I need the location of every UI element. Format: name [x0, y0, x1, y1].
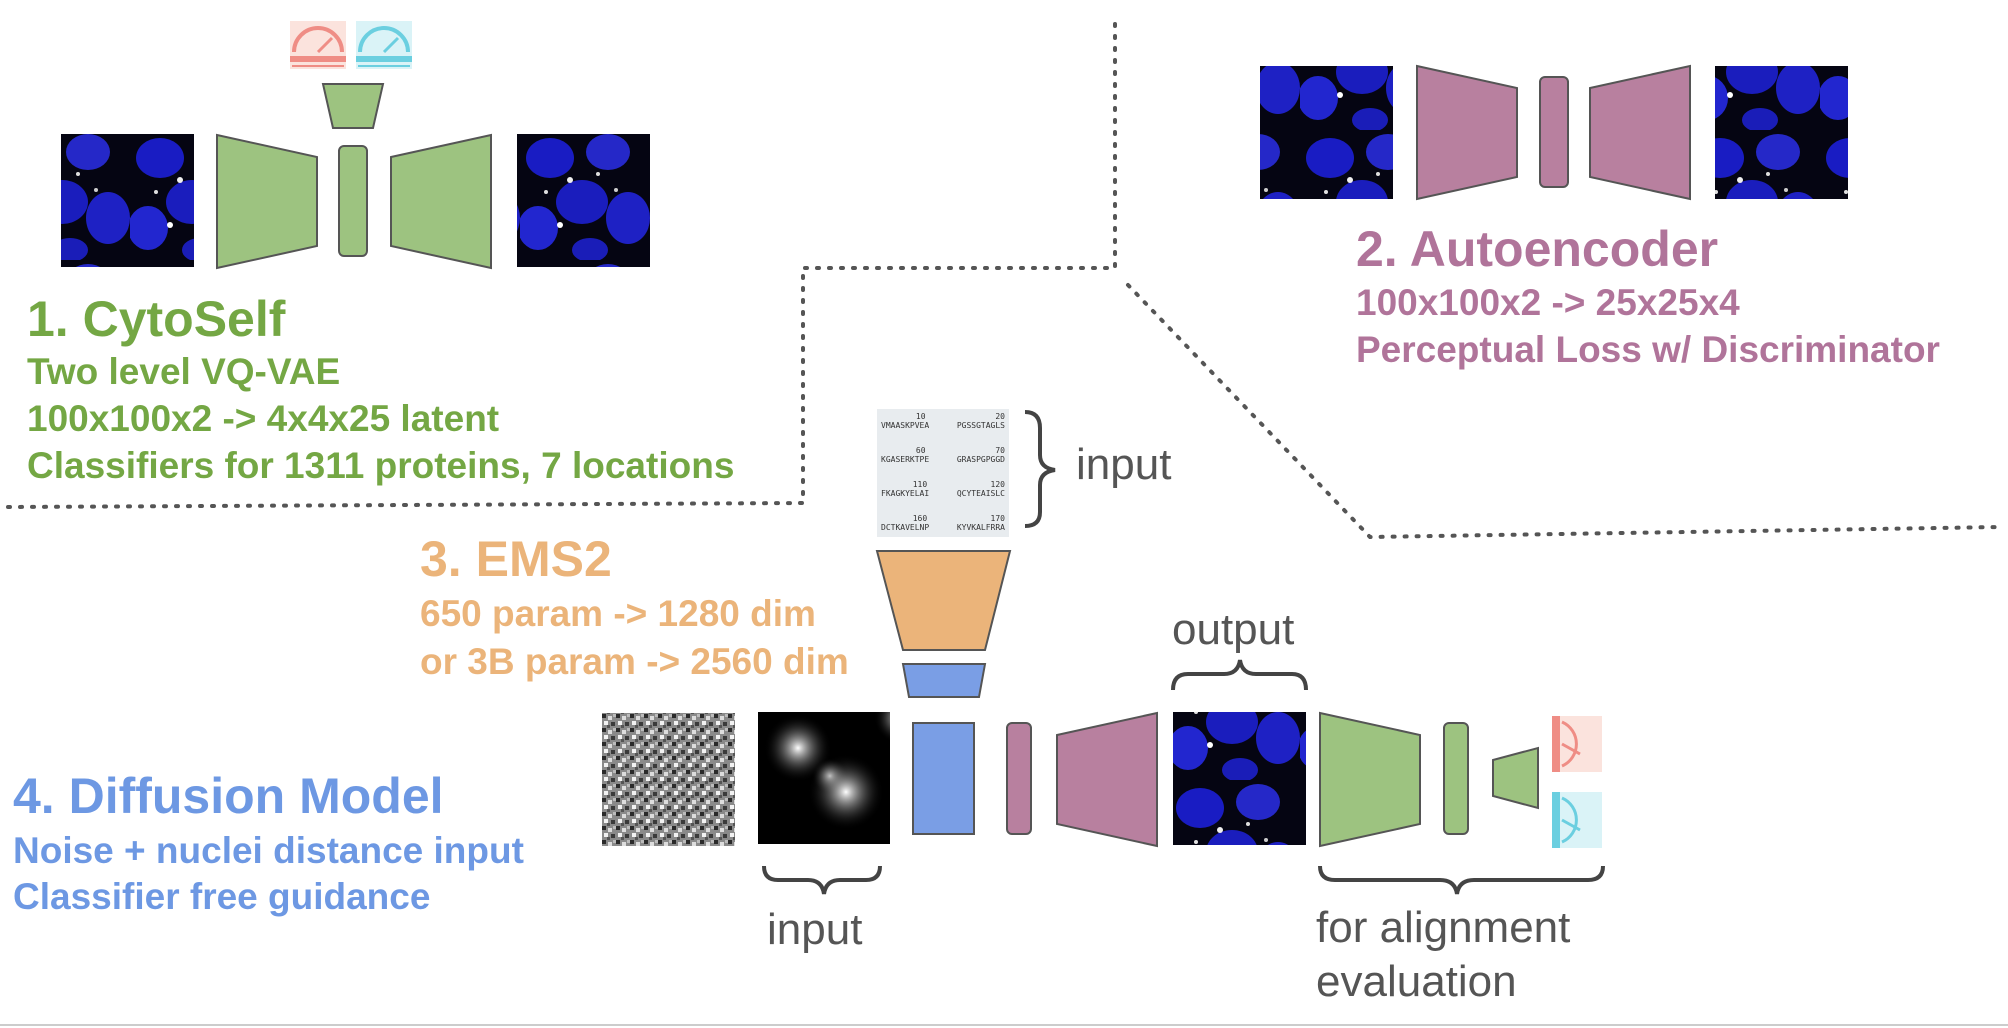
diffusion-line-2: Classifier free guidance	[13, 876, 431, 917]
seq-index: 60	[915, 446, 926, 455]
divider-right	[1126, 283, 2002, 540]
nuclei-distance-image	[758, 712, 890, 844]
diffusion-input-brace	[762, 865, 882, 895]
seq-chunk: VMAASKPVEA	[881, 421, 930, 430]
seq-index: 160	[912, 514, 928, 523]
protein-sequence-image: 10 20 VMAASKPVEA PGSSGTAGLS 60 70 KGASERKTP…	[877, 409, 1009, 537]
diffusion-decoder	[1056, 711, 1158, 848]
seq-chunk: PGSSGTAGLS	[956, 421, 1005, 430]
seq-chunk: FKAGKYELAI	[881, 489, 930, 498]
diffusion-input-label: input	[767, 905, 863, 954]
eval-latent	[1443, 722, 1469, 835]
seq-index: 20	[995, 412, 1005, 421]
cytoself-line-2: 100x100x2 -> 4x4x25 latent	[27, 398, 500, 439]
cytoself-output-image	[517, 134, 650, 267]
sequence-brace	[1024, 410, 1056, 528]
autoencoder-output-image	[1715, 66, 1848, 199]
ems2-encoder	[875, 550, 1012, 651]
cytoself-line-3: Classifiers for 1311 proteins, 7 locatio…	[27, 445, 735, 486]
output-brace	[1171, 659, 1308, 691]
ems2-projection	[901, 663, 987, 698]
seq-chunk: KGASERKTPE	[881, 455, 930, 464]
alignment-brace	[1318, 865, 1605, 895]
cytoself-classifier-head	[321, 83, 385, 129]
autoencoder-encoder	[1416, 64, 1518, 201]
seq-index: 110	[912, 480, 928, 489]
cytoself-encoder	[216, 133, 318, 270]
clock-red-icon	[1552, 716, 1602, 772]
cytoself-input-image	[61, 134, 194, 267]
eval-encoder	[1319, 711, 1421, 848]
diffusion-title: 4. Diffusion Model	[13, 768, 444, 824]
noise-input-image	[602, 713, 735, 846]
seq-chunk: GRASPGPGGD	[956, 455, 1005, 464]
autoencoder-line-1: 100x100x2 -> 25x25x4	[1356, 282, 1740, 323]
divider-left	[6, 18, 1117, 509]
ems2-line-2: or 3B param -> 2560 dim	[420, 641, 849, 682]
clock-cyan-icon	[1552, 792, 1602, 848]
seq-index: 10	[915, 412, 926, 421]
autoencoder-input-image	[1260, 66, 1393, 199]
sequence-input-label: input	[1076, 440, 1172, 489]
diffusion-latent	[1006, 722, 1032, 835]
seq-index: 120	[990, 480, 1005, 489]
seq-chunk: KYVKALFRRA	[956, 523, 1005, 532]
diffusion-conditioning-block	[912, 722, 975, 835]
alignment-label-line-1: for alignment	[1316, 903, 1571, 952]
seq-chunk: QCYTEAISLC	[956, 489, 1005, 498]
seq-index: 170	[990, 514, 1005, 523]
cytoself-title: 1. CytoSelf	[27, 291, 286, 347]
alignment-label-line-2: evaluation	[1316, 957, 1517, 1006]
cytoself-latent	[338, 145, 368, 257]
eval-classifier-head	[1492, 746, 1539, 810]
seq-chunk: DCTKAVELNP	[881, 523, 930, 532]
cytoself-line-1: Two level VQ-VAE	[27, 351, 341, 392]
seq-index: 70	[995, 446, 1005, 455]
diffusion-line-1: Noise + nuclei distance input	[13, 830, 524, 871]
gauge-cyan-icon	[356, 21, 412, 69]
bottom-border	[0, 1024, 2008, 1026]
cytoself-decoder	[390, 133, 492, 270]
ems2-line-1: 650 param -> 1280 dim	[420, 593, 816, 634]
autoencoder-line-2: Perceptual Loss w/ Discriminator	[1356, 329, 1940, 370]
generated-output-image	[1173, 712, 1306, 845]
ems2-title: 3. EMS2	[420, 531, 612, 587]
output-label: output	[1172, 605, 1295, 654]
autoencoder-title: 2. Autoencoder	[1356, 221, 1719, 277]
gauge-red-icon	[290, 21, 346, 69]
autoencoder-decoder	[1589, 64, 1691, 201]
autoencoder-latent	[1539, 76, 1569, 188]
